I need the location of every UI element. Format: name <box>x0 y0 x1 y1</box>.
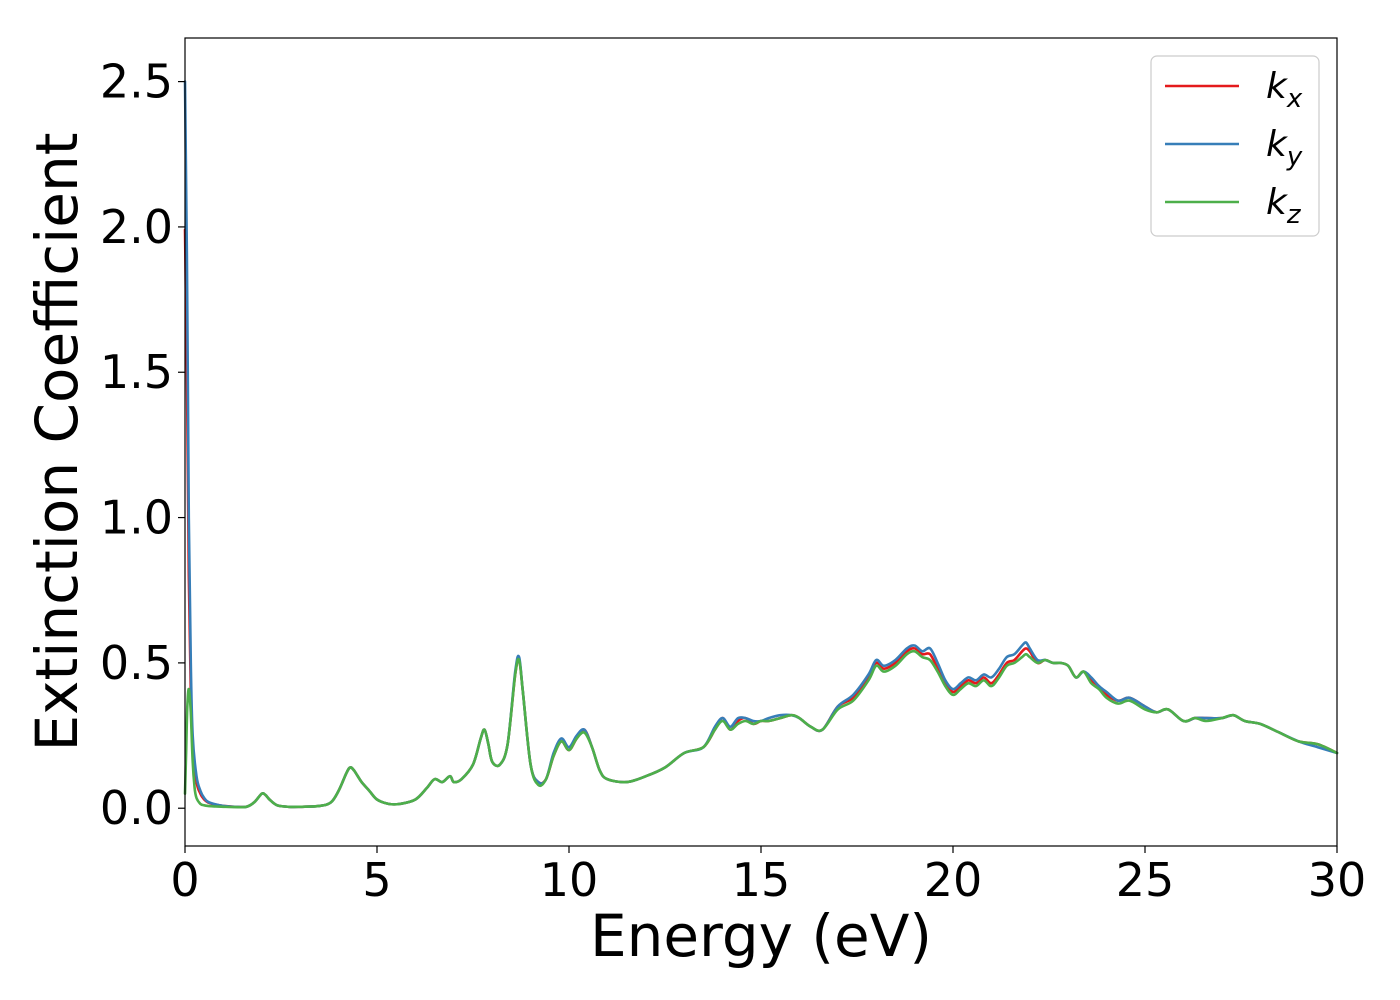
legend-label-main: k <box>1266 182 1289 223</box>
legend-box <box>1150 55 1320 237</box>
y-tick-label: 0.5 <box>100 636 173 690</box>
legend-label-subscript: z <box>1286 200 1302 230</box>
legend-label-kz: kz <box>1266 182 1302 230</box>
legend-label-subscript: x <box>1286 84 1303 114</box>
x-tick-label: 0 <box>170 853 199 907</box>
legend-label-kx: kx <box>1266 66 1303 114</box>
y-tick-label: 1.0 <box>100 491 173 545</box>
y-axis-label: Extinction Coefficient <box>23 133 91 752</box>
y-tick-label: 2.0 <box>100 200 173 254</box>
legend-label-ky: ky <box>1266 124 1303 172</box>
y-axis-ticks: 0.0 0.5 1.0 1.5 2.0 2.5 <box>100 55 185 835</box>
x-tick-label: 25 <box>1116 853 1175 907</box>
x-axis-label: Energy (eV) <box>590 902 932 970</box>
y-tick-label: 1.5 <box>100 345 173 399</box>
legend-label-main: k <box>1266 124 1289 165</box>
x-tick-label: 30 <box>1308 853 1367 907</box>
y-tick-label: 0.0 <box>100 781 173 835</box>
series-line-kz <box>183 649 1339 809</box>
legend-label-main: k <box>1266 66 1289 107</box>
y-tick-label: 2.5 <box>100 55 173 109</box>
plot-background <box>185 38 1337 846</box>
x-axis-ticks: 0 5 10 15 20 25 30 <box>170 846 1366 907</box>
x-tick-label: 10 <box>540 853 599 907</box>
series-layer <box>183 80 1339 809</box>
x-tick-label: 15 <box>732 853 791 907</box>
x-tick-label: 20 <box>924 853 983 907</box>
legend-label-subscript: y <box>1286 142 1303 172</box>
x-tick-label: 5 <box>362 853 391 907</box>
